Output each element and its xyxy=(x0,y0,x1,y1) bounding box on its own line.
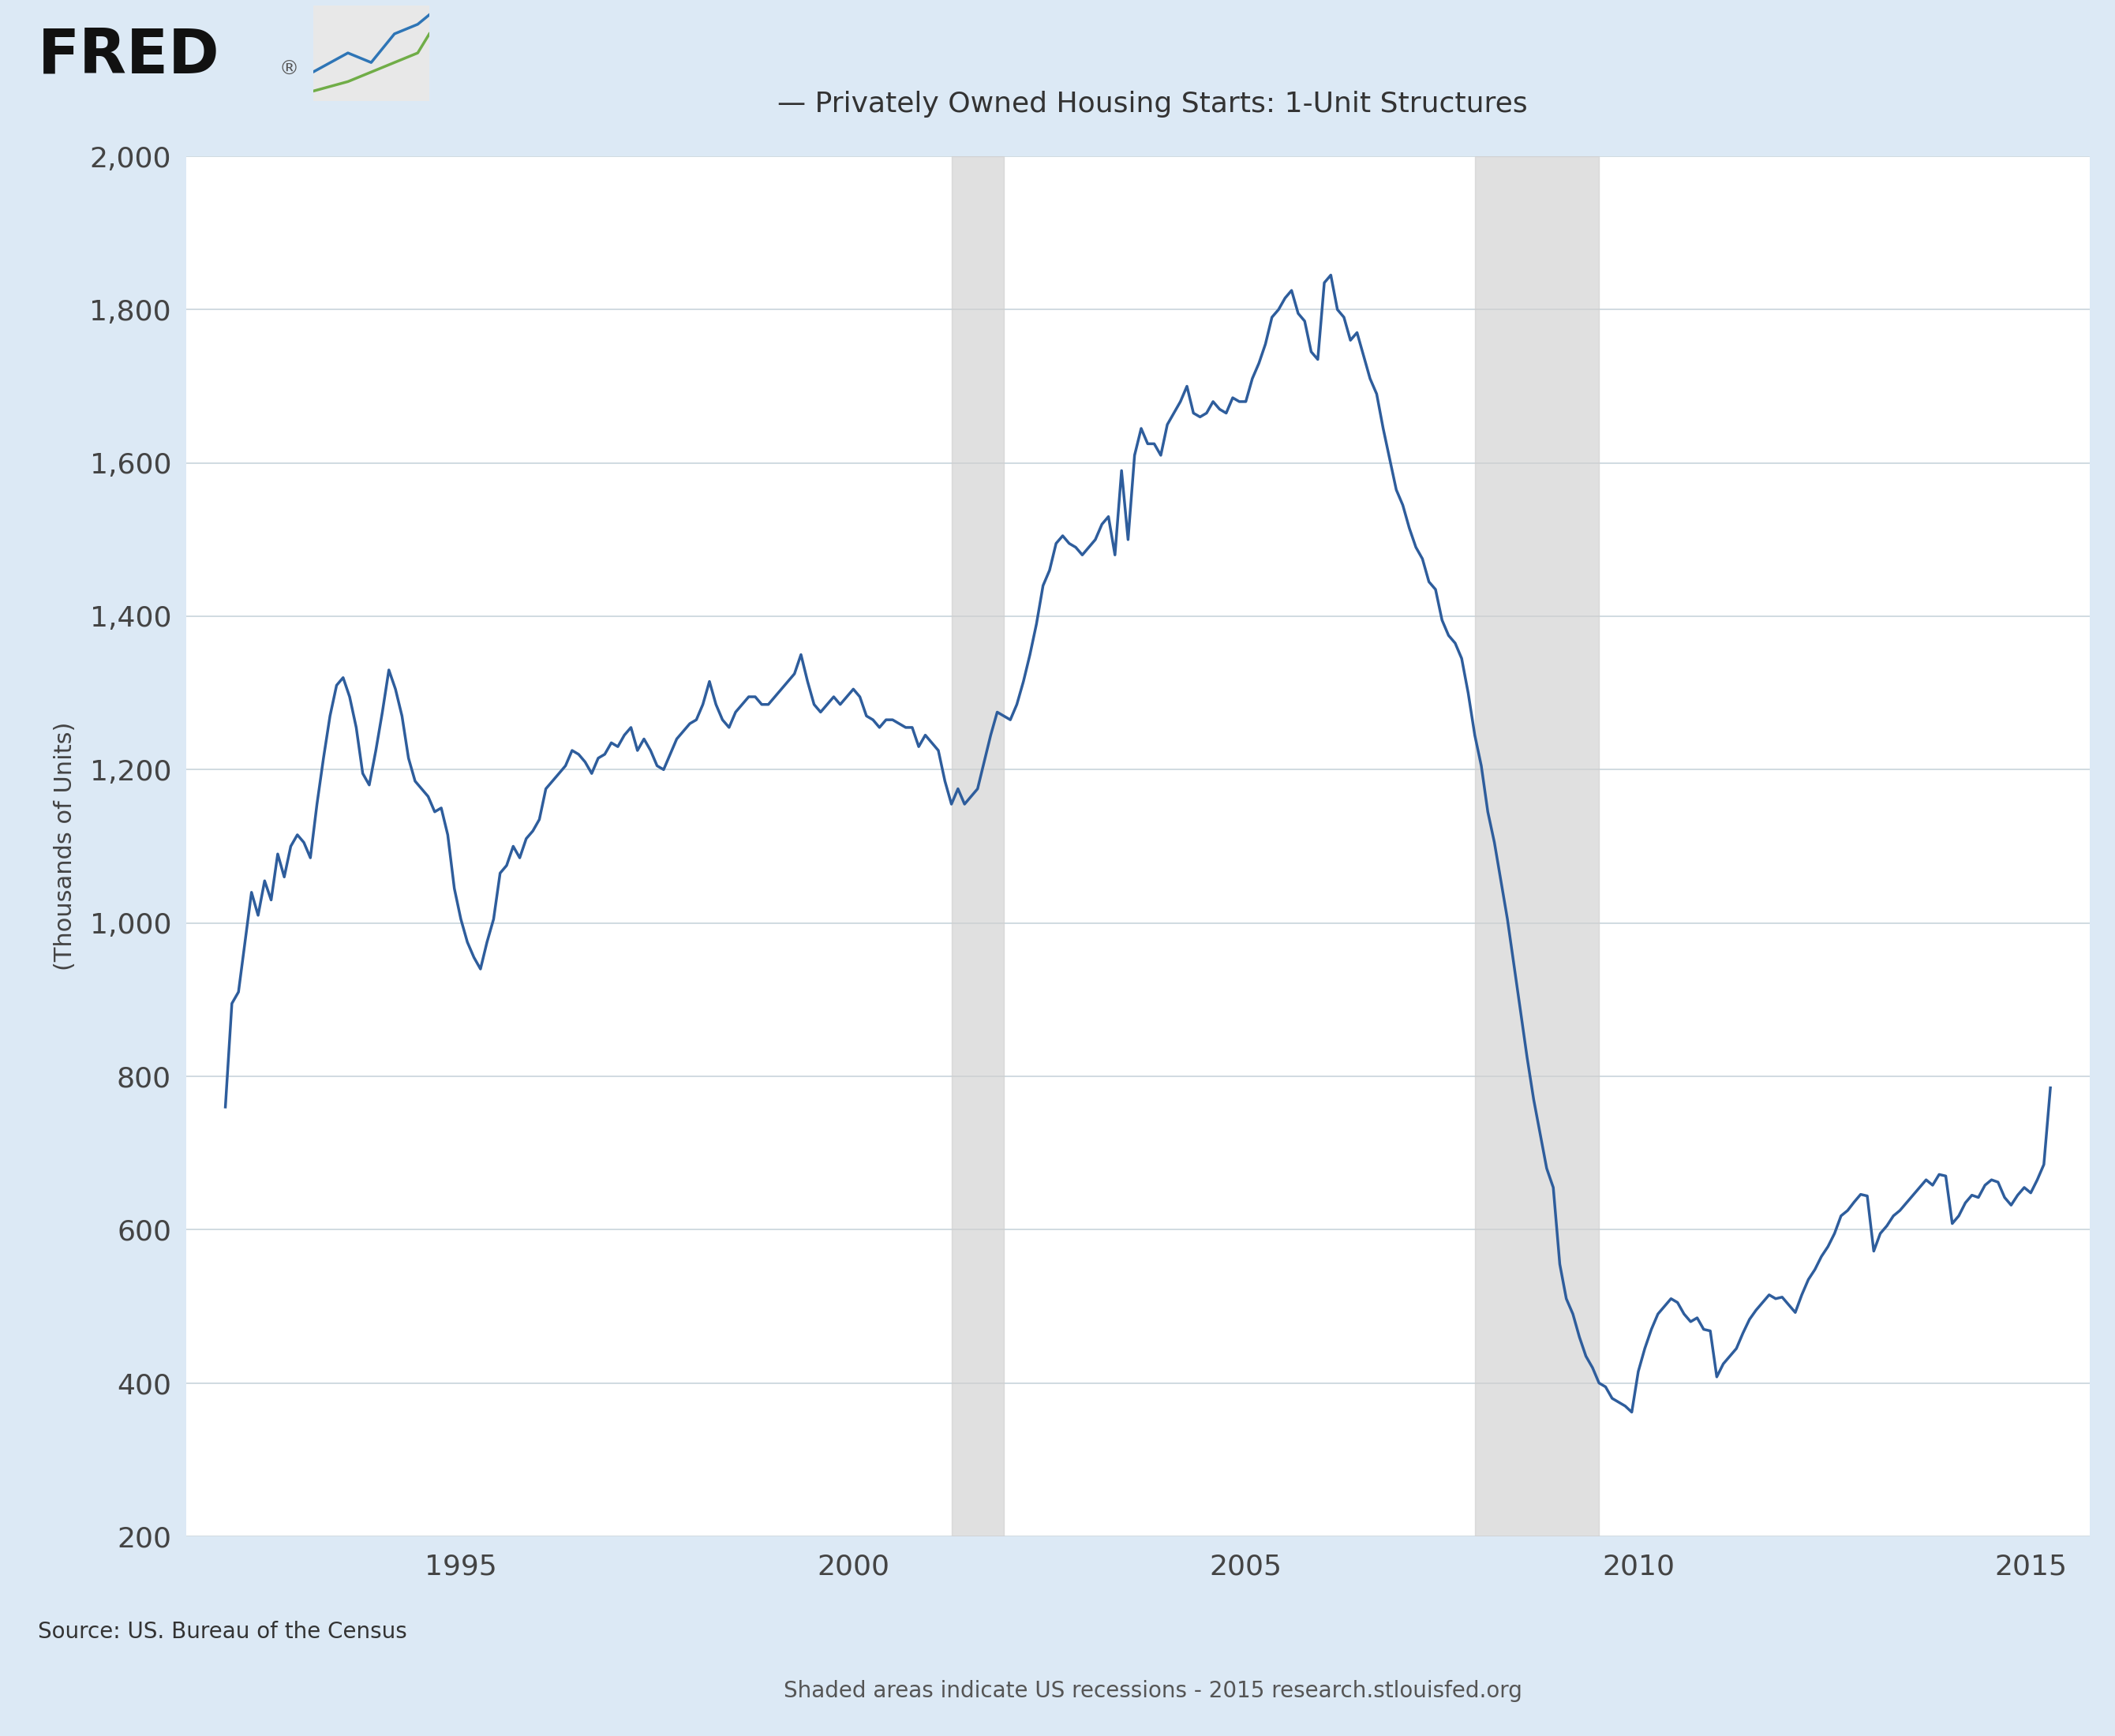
Bar xyxy=(952,156,1005,1536)
Text: Shaded areas indicate US recessions - 2015 research.stlouisfed.org: Shaded areas indicate US recessions - 20… xyxy=(783,1680,1523,1701)
Text: Source: US. Bureau of the Census: Source: US. Bureau of the Census xyxy=(38,1621,408,1642)
Text: FRED: FRED xyxy=(38,26,220,85)
Text: ®: ® xyxy=(279,61,298,78)
Bar xyxy=(1474,156,1599,1536)
Y-axis label: (Thousands of Units): (Thousands of Units) xyxy=(53,722,76,970)
Text: — Privately Owned Housing Starts: 1-Unit Structures: — Privately Owned Housing Starts: 1-Unit… xyxy=(778,90,1527,118)
